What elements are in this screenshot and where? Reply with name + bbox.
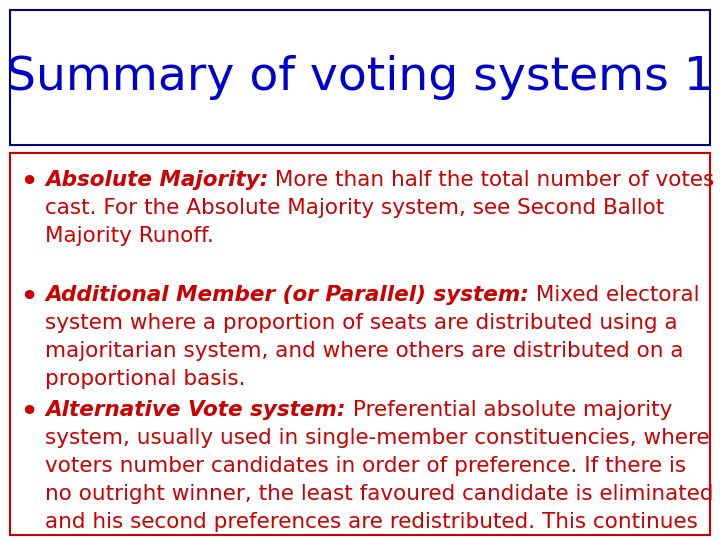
Text: proportional basis.: proportional basis. [45, 369, 246, 389]
Text: Preferential absolute majority: Preferential absolute majority [346, 400, 672, 420]
Text: •: • [20, 400, 37, 426]
FancyBboxPatch shape [10, 153, 710, 535]
Text: system where a proportion of seats are distributed using a: system where a proportion of seats are d… [45, 313, 678, 333]
Text: Absolute Majority:: Absolute Majority: [45, 170, 269, 190]
FancyBboxPatch shape [10, 10, 710, 145]
Text: and his second preferences are redistributed. This continues: and his second preferences are redistrib… [45, 512, 698, 532]
Text: •: • [20, 170, 37, 196]
Text: Summary of voting systems 1: Summary of voting systems 1 [6, 55, 714, 100]
Text: majoritarian system, and where others are distributed on a: majoritarian system, and where others ar… [45, 341, 683, 361]
Text: no outright winner, the least favoured candidate is eliminated: no outright winner, the least favoured c… [45, 484, 714, 504]
Text: More than half the total number of votes: More than half the total number of votes [269, 170, 715, 190]
Text: Alternative Vote system:: Alternative Vote system: [45, 400, 346, 420]
Text: Majority Runoff.: Majority Runoff. [45, 226, 214, 246]
Text: Mixed electoral: Mixed electoral [529, 285, 699, 305]
Text: voters number candidates in order of preference. If there is: voters number candidates in order of pre… [45, 456, 686, 476]
Text: system, usually used in single-member constituencies, where: system, usually used in single-member co… [45, 428, 710, 448]
Text: cast. For the Absolute Majority system, see Second Ballot: cast. For the Absolute Majority system, … [45, 198, 665, 218]
Text: •: • [20, 285, 37, 311]
Text: Additional Member (or Parallel) system:: Additional Member (or Parallel) system: [45, 285, 529, 305]
